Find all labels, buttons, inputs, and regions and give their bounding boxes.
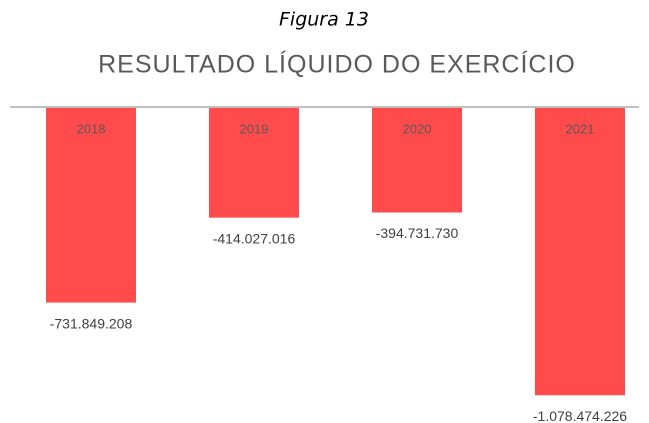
bar <box>46 107 136 303</box>
data-label: -394.731.730 <box>376 225 459 241</box>
data-label: -1.078.474.226 <box>533 408 627 423</box>
bar <box>535 107 625 396</box>
category-label: 2020 <box>403 121 432 136</box>
category-label: 2021 <box>566 121 595 136</box>
bar <box>209 107 299 218</box>
bar <box>372 107 462 213</box>
category-label: 2018 <box>77 121 106 136</box>
data-label: -414.027.016 <box>213 230 296 246</box>
data-label: -731.849.208 <box>50 315 133 331</box>
category-label: 2019 <box>240 121 269 136</box>
chart-title: RESULTADO LÍQUIDO DO EXERCÍCIO <box>98 50 576 79</box>
figure-caption: Figura 13 <box>279 9 369 31</box>
